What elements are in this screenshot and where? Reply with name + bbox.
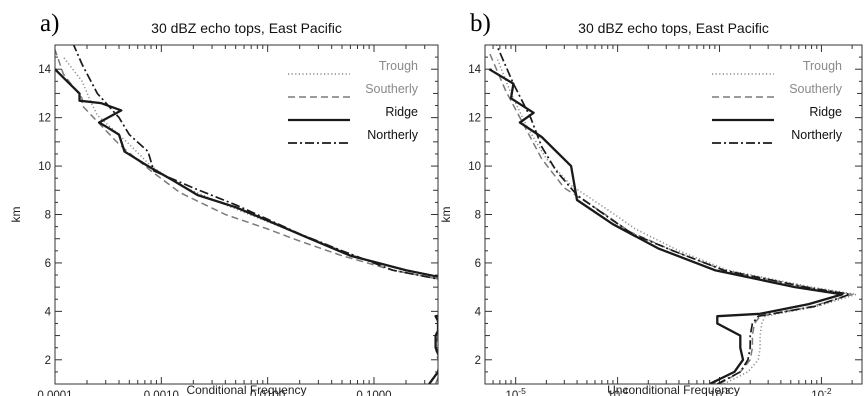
y-tick-label: 14 (38, 64, 51, 76)
legend-label-trough: Trough (803, 59, 842, 73)
y-tick-label: 12 (38, 113, 51, 125)
series-line-trough (62, 56, 438, 350)
panel-label: b) (470, 10, 491, 37)
chart-title: 30 dBZ echo tops, East Pacific (578, 20, 769, 36)
x-tick-label: 0.0001 (37, 390, 72, 396)
chart-title: 30 dBZ echo tops, East Pacific (151, 20, 342, 36)
legend-label-southerly: Southerly (365, 82, 419, 96)
y-tick-label: 6 (475, 258, 481, 270)
x-tick-label: 10-4 (607, 386, 628, 396)
x-axis-label: Conditional Frequency (186, 383, 306, 396)
x-tick-label: 0.0010 (144, 390, 179, 396)
legend-label-trough: Trough (379, 59, 418, 73)
legend-label-northerly: Northerly (791, 128, 842, 142)
x-tick-label: 10-5 (506, 386, 527, 396)
series-line-northerly (72, 45, 438, 280)
y-tick-label: 10 (38, 161, 51, 173)
plot-frame (54, 44, 439, 385)
panel-a: a) 30 dBZ echo tops, East Pacific 0.0001 0.… (9, 10, 439, 396)
x-tick-label: 10-3 (709, 386, 730, 396)
legend-label-northerly: Northerly (367, 128, 418, 142)
y-tick-label: 6 (45, 258, 51, 270)
x-tick-label: 0.1000 (356, 390, 391, 396)
panel-label: a) (40, 10, 59, 37)
series-line-northerly (495, 45, 851, 384)
y-axis-label: km (439, 207, 453, 223)
y-tick-label: 14 (468, 64, 481, 76)
legend-label-ridge: Ridge (385, 105, 418, 119)
y-tick-label: 8 (45, 210, 51, 222)
x-tick-label: 10-2 (811, 386, 832, 396)
plot-frame (484, 44, 863, 385)
y-tick-label: 2 (45, 355, 51, 367)
panel-b: b) 30 dBZ echo tops, East Pacific 10-5 10-4… (439, 10, 863, 396)
x-axis-label: Unconditional Frequency (607, 383, 740, 396)
series-line-trough (495, 56, 858, 384)
legend-label-ridge: Ridge (809, 105, 842, 119)
series-line-ridge (488, 68, 844, 384)
series-line-southerly (55, 49, 438, 384)
y-tick-label: 10 (468, 161, 481, 173)
series-line-southerly (488, 52, 853, 384)
series-line-ridge (55, 68, 438, 384)
y-tick-label: 2 (475, 355, 481, 367)
legend-label-southerly: Southerly (789, 82, 843, 96)
y-axis-label: km (9, 207, 23, 223)
y-tick-label: 8 (475, 210, 481, 222)
y-tick-label: 4 (45, 306, 52, 318)
x-tick-label: 0.0100 (250, 390, 285, 396)
y-tick-label: 12 (468, 113, 481, 125)
y-tick-label: 4 (475, 306, 482, 318)
